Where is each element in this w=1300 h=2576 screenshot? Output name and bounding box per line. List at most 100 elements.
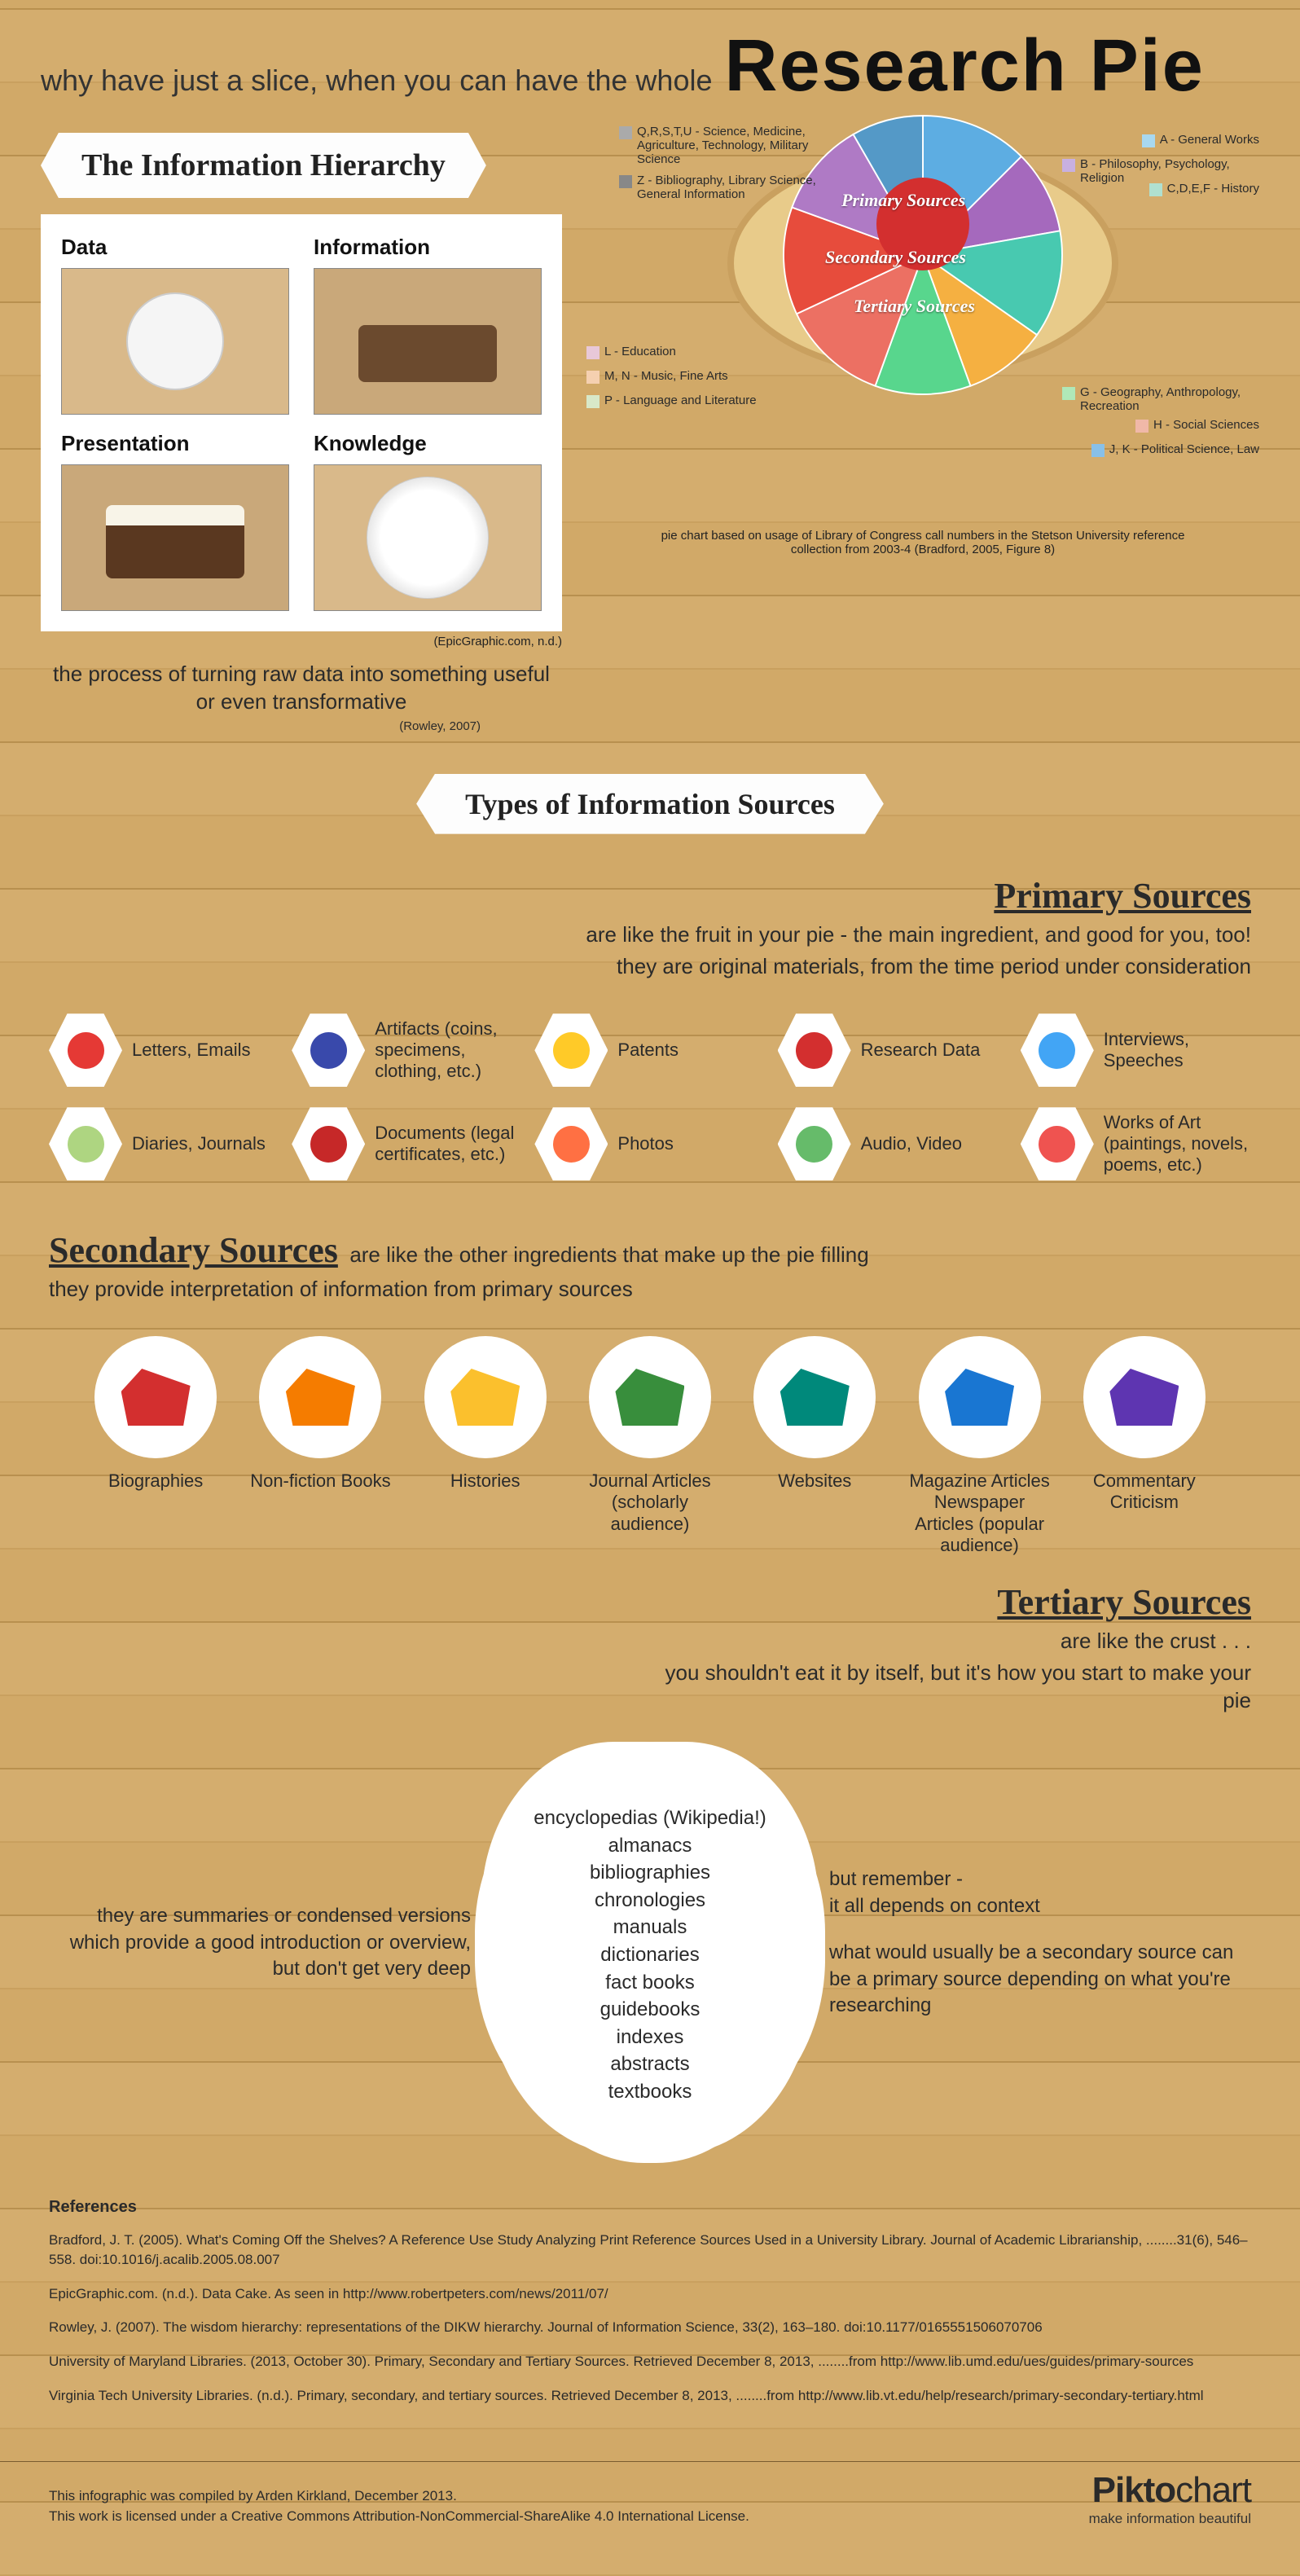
cloud-item: guidebooks — [520, 1996, 780, 2024]
fruit-icon — [796, 1126, 832, 1163]
legend-swatch — [619, 175, 632, 188]
tertiary-right-col: but remember - it all depends on context… — [829, 1866, 1251, 2019]
legend-text: J, K - Political Science, Law — [1109, 442, 1259, 456]
secondary-item: Non-fiction Books — [246, 1336, 394, 1557]
tertiary-right1: but remember - it all depends on context — [829, 1866, 1251, 1919]
legend-swatch — [586, 371, 599, 384]
secondary-item-text: Non-fiction Books — [246, 1470, 394, 1492]
hierarchy-ribbon: The Information Hierarchy — [41, 133, 486, 198]
legend-swatch — [1135, 420, 1148, 433]
legend-item: Q,R,S,T,U - Science, Medicine, Agricultu… — [619, 125, 816, 166]
hierarchy-cell-label: Information — [314, 235, 542, 260]
primary-item: Interviews, Speeches — [1021, 1013, 1251, 1087]
secondary-item: Journal Articles (scholarly audience) — [576, 1336, 724, 1557]
primary-item-text: Photos — [617, 1133, 674, 1154]
hex-icon — [49, 1013, 122, 1087]
hierarchy-cell-image — [61, 268, 289, 415]
primary-item-text: Patents — [617, 1040, 679, 1061]
primary-item-text: Interviews, Speeches — [1104, 1029, 1251, 1072]
legend-text: C,D,E,F - History — [1167, 182, 1259, 196]
header-subtitle: why have just a slice, when you can have… — [41, 64, 712, 98]
circle-icon — [753, 1336, 876, 1458]
fruit-icon — [1039, 1126, 1075, 1163]
primary-section: Primary Sources are like the fruit in yo… — [0, 875, 1300, 1181]
fruit-icon — [310, 1126, 347, 1163]
secondary-item-text: Journal Articles (scholarly audience) — [576, 1470, 724, 1535]
circle-icon — [919, 1336, 1041, 1458]
cloud-item: manuals — [520, 1914, 780, 1941]
hex-icon — [292, 1013, 365, 1087]
brand-bold: Pikto — [1092, 2470, 1176, 2510]
legend-swatch — [1062, 159, 1075, 172]
secondary-item: Biographies — [81, 1336, 230, 1557]
hierarchy-cell: Information — [314, 235, 542, 415]
legend-text: G - Geography, Anthropology, Recreation — [1080, 385, 1259, 413]
pie-slice-icon — [1109, 1369, 1179, 1426]
hex-icon — [292, 1107, 365, 1180]
hex-icon — [534, 1107, 608, 1180]
hierarchy-grid: Data Information Presentation Knowledge — [41, 214, 562, 631]
hex-icon — [534, 1013, 608, 1087]
cloud-item: indexes — [520, 2024, 780, 2051]
cloud-item: encyclopedias (Wikipedia!) — [520, 1805, 780, 1832]
secondary-row: Biographies Non-fiction Books Histories … — [49, 1336, 1251, 1557]
references-section: References Bradford, J. T. (2005). What'… — [0, 2171, 1300, 2445]
primary-item: Patents — [534, 1013, 765, 1087]
circle-icon — [1083, 1336, 1206, 1458]
primary-item-text: Documents (legal certificates, etc.) — [375, 1123, 522, 1166]
secondary-item: Commentary Criticism — [1070, 1336, 1219, 1557]
secondary-item-text: Magazine Articles Newspaper Articles (po… — [905, 1470, 1053, 1557]
legend-item: G - Geography, Anthropology, Recreation — [1062, 385, 1259, 413]
pie-slice-icon — [121, 1369, 191, 1426]
reference-item: Bradford, J. T. (2005). What's Coming Of… — [49, 2231, 1251, 2270]
page-header: why have just a slice, when you can have… — [0, 0, 1300, 116]
legend-swatch — [1149, 183, 1162, 196]
circle-icon — [259, 1336, 381, 1458]
reference-item: EpicGraphic.com. (n.d.). Data Cake. As s… — [49, 2284, 1251, 2304]
circle-icon — [94, 1336, 217, 1458]
cloud-item: abstracts — [520, 2051, 780, 2078]
references-list: Bradford, J. T. (2005). What's Coming Of… — [49, 2231, 1251, 2406]
primary-item: Works of Art (paintings, novels, poems, … — [1021, 1107, 1251, 1180]
primary-item: Audio, Video — [778, 1107, 1008, 1180]
references-heading: References — [49, 2196, 1251, 2218]
legend-item: C,D,E,F - History — [1149, 182, 1259, 196]
legend-swatch — [619, 126, 632, 139]
legend-text: A - General Works — [1160, 133, 1259, 147]
legend-item: B - Philosophy, Psychology, Religion — [1062, 157, 1259, 185]
reference-item: University of Maryland Libraries. (2013,… — [49, 2352, 1251, 2372]
hierarchy-description: the process of turning raw data into som… — [41, 661, 562, 716]
hierarchy-cell-label: Data — [61, 235, 289, 260]
legend-text: P - Language and Literature — [604, 393, 757, 407]
footer-line1: This infographic was compiled by Arden K… — [49, 2486, 749, 2507]
legend-text: H - Social Sciences — [1153, 418, 1259, 432]
primary-item: Letters, Emails — [49, 1013, 279, 1087]
pie-slice-icon — [615, 1369, 684, 1426]
reference-item: Rowley, J. (2007). The wisdom hierarchy:… — [49, 2318, 1251, 2337]
footer-left: This infographic was compiled by Arden K… — [49, 2486, 749, 2527]
fruit-icon — [796, 1032, 832, 1069]
primary-item: Documents (legal certificates, etc.) — [292, 1107, 522, 1180]
legend-swatch — [1091, 444, 1105, 457]
types-ribbon: Types of Information Sources — [416, 774, 884, 834]
cloud-item: almanacs — [520, 1832, 780, 1860]
tertiary-left-text: they are summaries or condensed versions… — [49, 1903, 471, 1982]
pie-slice-icon — [945, 1369, 1014, 1426]
tertiary-right2: what would usually be a secondary source… — [829, 1940, 1251, 2019]
footer-line2: This work is licensed under a Creative C… — [49, 2506, 749, 2527]
pie-footnote: pie chart based on usage of Library of C… — [638, 529, 1208, 556]
secondary-title: Secondary Sources — [49, 1230, 338, 1270]
secondary-section: Secondary Sources are like the other ing… — [0, 1229, 1300, 1556]
primary-grid: Letters, Emails Artifacts (coins, specim… — [49, 1013, 1251, 1180]
legend-item: L - Education — [586, 345, 676, 359]
hex-icon — [778, 1013, 851, 1087]
tertiary-title: Tertiary Sources — [640, 1581, 1251, 1623]
tertiary-sub1: are like the crust . . . — [640, 1628, 1251, 1655]
primary-item-text: Diaries, Journals — [132, 1133, 266, 1154]
pie-label-primary: Primary Sources — [841, 190, 965, 211]
hierarchy-cell-image — [314, 464, 542, 611]
cloud-item: dictionaries — [520, 1941, 780, 1969]
cloud-item: bibliographies — [520, 1859, 780, 1887]
legend-item: J, K - Political Science, Law — [1091, 442, 1259, 457]
hierarchy-cell: Data — [61, 235, 289, 415]
